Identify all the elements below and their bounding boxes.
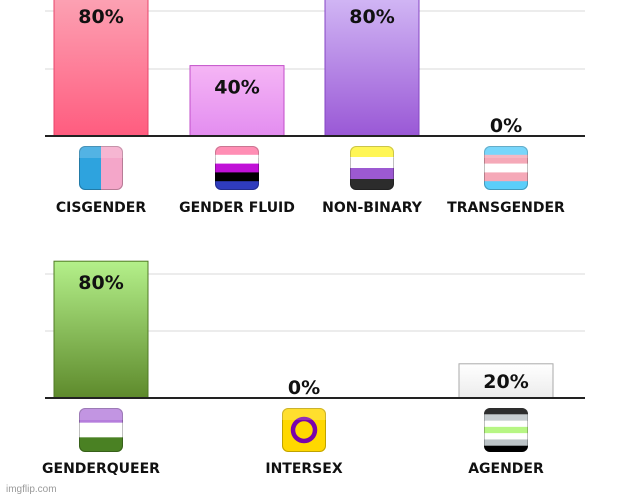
category-label: INTERSEX <box>265 461 342 477</box>
transgender-flag-icon <box>484 146 528 190</box>
category-label: TRANSGENDER <box>447 200 565 216</box>
category-label: GENDERQUEER <box>42 461 160 477</box>
category-label: GENDER FLUID <box>179 200 295 216</box>
genderqueer-flag-icon <box>79 408 123 452</box>
bar-value-label: 40% <box>214 77 259 99</box>
category-label: NON-BINARY <box>322 200 423 216</box>
bar-value-label: 80% <box>349 6 394 28</box>
cisgender-flag-icon <box>79 146 123 190</box>
chart-bottom: 80% 0% 20% GENDERQUEER INTERSEX AGENDER <box>42 260 585 477</box>
bar-non-binary <box>324 0 420 137</box>
bar-value-label: 80% <box>78 6 123 28</box>
bar-genderqueer <box>53 260 149 399</box>
bar-cisgender <box>53 0 149 137</box>
nonbinary-flag-icon <box>350 146 394 190</box>
chart-top: 80% 40% 80% 0% CISGENDER GENDER FLUID NON-BINA… <box>45 0 585 216</box>
bar-agender <box>458 363 554 399</box>
bar-value-label: 0% <box>490 115 522 137</box>
category-label: CISGENDER <box>56 200 147 216</box>
bar-value-label: 80% <box>78 272 123 294</box>
agender-flag-icon <box>484 408 528 452</box>
bar-value-label: 0% <box>288 377 320 399</box>
category-label: AGENDER <box>468 461 544 477</box>
genderfluid-flag-icon <box>215 146 259 190</box>
bar-value-label: 20% <box>483 371 528 393</box>
watermark-text: imgflip.com <box>6 484 57 495</box>
intersex-flag-icon <box>282 408 326 452</box>
